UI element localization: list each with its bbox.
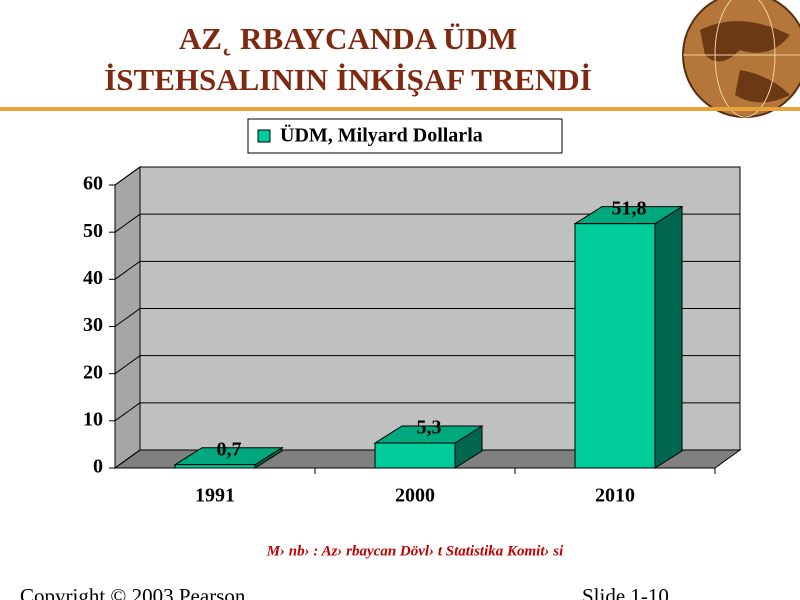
grid-line [114, 308, 141, 327]
grid-line [114, 355, 141, 375]
value-label: 0,7 [217, 438, 242, 460]
legend-swatch [257, 129, 271, 143]
grid-line [114, 260, 141, 280]
x-tick-label: 1991 [195, 485, 235, 507]
footer-right: Slide 1-10 [582, 584, 669, 600]
value-label: 51,8 [612, 197, 647, 219]
title-line: AZ˛ RBAYCANDA ÜDM [179, 21, 517, 56]
y-tick-label: 50 [83, 220, 103, 242]
y-tick-label: 10 [83, 408, 103, 430]
y-tick-label: 30 [83, 314, 103, 336]
plot: 0 10 20 30 40 50 60 1991 2000 2010 0,7 5,3 51,8 ÜDM, … [83, 118, 742, 507]
bar-side [654, 205, 683, 469]
bar [174, 464, 256, 469]
grid-line [114, 402, 141, 422]
footer-left: Copyright © 2003 Pearson [20, 584, 246, 600]
value-label: 5,3 [417, 417, 442, 439]
bar [574, 223, 656, 469]
source: M› nb› : Az› rbaycan Dövl› t Statistika … [266, 543, 564, 559]
legend-label: ÜDM, Milyard Dollarla [280, 124, 483, 147]
x-tick-label: 2010 [595, 485, 635, 507]
y-tick-label: 60 [83, 173, 103, 195]
title-line: İSTEHSALININ İNKİŞAF TRENDİ [104, 62, 592, 97]
y-tick-label: 0 [93, 456, 103, 478]
y-tick-label: 40 [83, 267, 103, 289]
grid-line [114, 213, 141, 233]
y-tick-label: 20 [83, 361, 103, 383]
x-tick-label: 2000 [395, 485, 435, 507]
globe [682, 0, 800, 118]
grid-line [114, 166, 141, 186]
legend-box [247, 118, 563, 154]
bar [374, 442, 456, 469]
grid-line [114, 449, 141, 469]
